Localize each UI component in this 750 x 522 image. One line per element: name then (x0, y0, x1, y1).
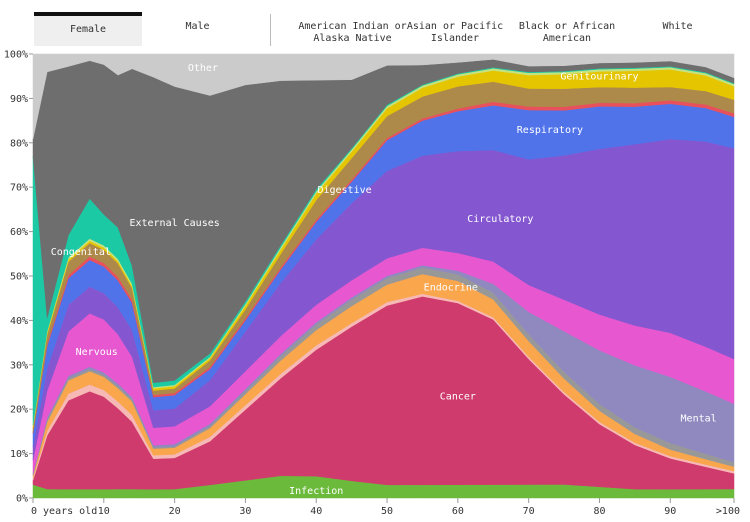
y-tick-label: 30% (10, 360, 28, 371)
y-tick-label: 40% (10, 316, 28, 327)
area-series-group (32, 53, 735, 499)
tab-separator (270, 14, 271, 46)
x-tick-label: 90 (664, 506, 676, 517)
x-tick-label: 10 (98, 506, 110, 517)
y-tick-label: 0% (16, 494, 28, 505)
y-tick-label: 50% (10, 272, 28, 283)
tab-female[interactable]: Female (34, 12, 142, 46)
label-circulatory: Circulatory (467, 214, 533, 225)
x-tick-label: >100 (716, 506, 740, 517)
y-tick-label: 70% (10, 183, 28, 194)
series-labels: Other External Causes Congenital Nervous Dig… (51, 63, 717, 497)
label-endocrine: Endocrine (424, 283, 478, 294)
y-tick-label: 100% (4, 50, 28, 61)
x-tick-label: 20 (169, 506, 181, 517)
x-axis: 0 years old 10 20 30 40 50 60 70 80 90 >100 (31, 498, 740, 517)
area-other (32, 53, 735, 139)
label-infection: Infection (289, 486, 343, 497)
x-tick-label: 70 (523, 506, 535, 517)
y-tick-label: 90% (10, 94, 28, 105)
y-axis: 0% 10% 20% 30% 40% 50% 60% 70% 80% 90% 100% (4, 50, 33, 505)
tab-female-label: Female (69, 24, 107, 35)
label-respiratory: Respiratory (517, 125, 583, 136)
tab-male-label: Male (185, 21, 210, 32)
tab-black-african-american-label: Black or African American (518, 21, 616, 44)
label-digestive: Digestive (317, 185, 371, 196)
x-tick-label: 80 (593, 506, 605, 517)
x-tick-label: 0 years old (31, 506, 97, 517)
tab-american-indian[interactable]: American Indian or Alaska Native (290, 13, 415, 47)
label-congenital: Congenital (51, 247, 111, 258)
tab-white[interactable]: White (630, 13, 725, 47)
x-tick-label: 40 (310, 506, 322, 517)
tab-white-label: White (662, 21, 693, 32)
label-external-causes: External Causes (129, 218, 219, 229)
tab-american-indian-label: American Indian or Alaska Native (298, 21, 407, 44)
tab-black-african-american[interactable]: Black or African American (512, 13, 622, 47)
y-tick-label: 80% (10, 138, 28, 149)
x-tick-label: 50 (381, 506, 393, 517)
label-nervous: Nervous (76, 347, 118, 358)
tab-male[interactable]: Male (150, 13, 245, 47)
label-other: Other (188, 63, 218, 74)
label-mental: Mental (681, 414, 717, 425)
x-tick-label: 30 (239, 506, 251, 517)
y-tick-label: 60% (10, 227, 28, 238)
y-tick-label: 20% (10, 405, 28, 416)
y-tick-label: 10% (10, 449, 28, 460)
tab-asian-pacific-label: Asian or Pacific Islander (406, 21, 504, 44)
label-genitourinary: Genitourinary (560, 72, 638, 83)
x-tick-label: 60 (452, 506, 464, 517)
tab-asian-pacific[interactable]: Asian or Pacific Islander (400, 13, 510, 47)
label-cancer: Cancer (440, 391, 476, 402)
demographic-tabs: Female Male American Indian or Alaska Nat… (0, 0, 750, 50)
